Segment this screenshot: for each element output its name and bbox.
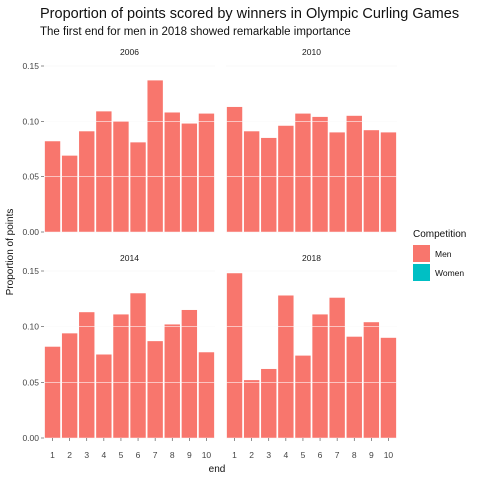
panel-strip-label: 2010 — [302, 47, 321, 57]
bar-2018-end-9 — [363, 322, 380, 438]
bar-2014-end-9 — [181, 309, 198, 438]
bar-2014-end-1 — [44, 346, 61, 438]
bar-2018-end-4 — [278, 295, 294, 438]
panel-strip-label: 2014 — [120, 253, 139, 263]
panel-2006: 2006 0.00 0.05 0.10 0.15 — [22, 47, 215, 237]
y-axis-title: Proportion of points — [5, 209, 16, 296]
bar-2018-end-6 — [312, 314, 328, 438]
bar-2010-end-7 — [329, 132, 345, 232]
bar-2014-end-3 — [79, 312, 95, 438]
bar-2018-end-5 — [295, 355, 311, 438]
x-axis-title: end — [209, 464, 226, 475]
panel-strip-label: 2006 — [120, 47, 139, 57]
bar-2010-end-2 — [243, 131, 260, 232]
bar-2006-end-9 — [181, 123, 198, 232]
bar-2006-end-6 — [130, 142, 146, 232]
bar-2010-end-8 — [346, 115, 362, 232]
bar-2010-end-1 — [226, 106, 243, 232]
x-tick-label: 5 — [301, 450, 306, 460]
bar-2018-end-8 — [346, 336, 362, 438]
x-tick-label: 7 — [153, 450, 158, 460]
bar-2018-end-7 — [329, 297, 345, 438]
x-tick-label: 6 — [136, 450, 141, 460]
panel-2018: 2018 1 2 3 4 5 6 7 8 9 10 — [226, 253, 397, 460]
legend-key-women — [413, 264, 430, 281]
x-tick-label: 9 — [187, 450, 192, 460]
legend-label-men: Men — [435, 249, 452, 259]
x-tick-label: 4 — [101, 450, 106, 460]
bar-2014-end-10 — [198, 352, 215, 438]
y-tick-label: 0.15 — [22, 61, 39, 71]
panel-2010: 2010 — [226, 47, 397, 233]
bar-2010-end-3 — [261, 137, 277, 232]
bar-2014-end-2 — [61, 333, 78, 438]
legend: Competition Men Women — [413, 229, 466, 281]
panel-strip-label: 2018 — [302, 253, 321, 263]
legend-key-men — [413, 245, 430, 262]
bar-2006-end-1 — [44, 141, 61, 232]
x-tick-label: 10 — [202, 450, 212, 460]
y-tick-label: 0.00 — [22, 433, 39, 443]
bar-2018-end-10 — [380, 337, 397, 438]
chart-subtitle: The first end for men in 2018 showed rem… — [40, 26, 351, 38]
bar-2006-end-3 — [79, 131, 95, 232]
panels: 2006 0.00 0.05 0.10 0.15 2010 2014 0.00 0.05 0.10… — [22, 47, 397, 460]
bar-2010-end-9 — [363, 130, 380, 232]
x-tick-label: 7 — [335, 450, 340, 460]
x-tick-label: 6 — [318, 450, 323, 460]
legend-label-women: Women — [435, 268, 464, 278]
bar-2018-end-3 — [261, 368, 277, 438]
x-tick-label: 1 — [50, 450, 55, 460]
bar-2014-end-4 — [96, 354, 112, 438]
x-tick-label: 10 — [384, 450, 394, 460]
x-tick-label: 3 — [266, 450, 271, 460]
bar-2010-end-5 — [295, 113, 311, 232]
bar-2010-end-10 — [380, 132, 397, 232]
x-tick-label: 2 — [249, 450, 254, 460]
bar-2006-end-2 — [61, 155, 78, 232]
chart-title: Proportion of points scored by winners i… — [40, 6, 459, 22]
x-tick-label: 9 — [369, 450, 374, 460]
bar-2010-end-6 — [312, 116, 328, 232]
bar-2006-end-4 — [96, 111, 112, 232]
bar-2006-end-8 — [164, 112, 180, 232]
x-tick-label: 2 — [67, 450, 72, 460]
bar-2010-end-4 — [278, 125, 294, 232]
bar-2014-end-8 — [164, 324, 180, 438]
bar-2014-end-7 — [147, 341, 163, 438]
x-tick-label: 3 — [84, 450, 89, 460]
y-tick-label: 0.15 — [22, 266, 39, 276]
bar-2014-end-5 — [113, 314, 129, 438]
bar-2006-end-10 — [198, 113, 215, 232]
y-tick-label: 0.05 — [22, 377, 39, 387]
x-tick-label: 8 — [170, 450, 175, 460]
y-tick-label: 0.05 — [22, 172, 39, 182]
bar-2018-end-1 — [226, 273, 243, 438]
x-tick-label: 4 — [283, 450, 288, 460]
y-tick-label: 0.10 — [22, 116, 39, 126]
panel-2014: 2014 0.00 0.05 0.10 0.15 1 2 3 4 5 6 7 8 9 10 — [22, 253, 215, 460]
y-tick-label: 0.10 — [22, 322, 39, 332]
x-tick-label: 5 — [119, 450, 124, 460]
legend-title: Competition — [413, 229, 466, 240]
bar-2006-end-7 — [147, 80, 163, 232]
x-tick-label: 8 — [352, 450, 357, 460]
y-tick-label: 0.00 — [22, 227, 39, 237]
bar-2018-end-2 — [243, 380, 260, 438]
x-tick-label: 1 — [232, 450, 237, 460]
bar-2014-end-6 — [130, 293, 146, 438]
